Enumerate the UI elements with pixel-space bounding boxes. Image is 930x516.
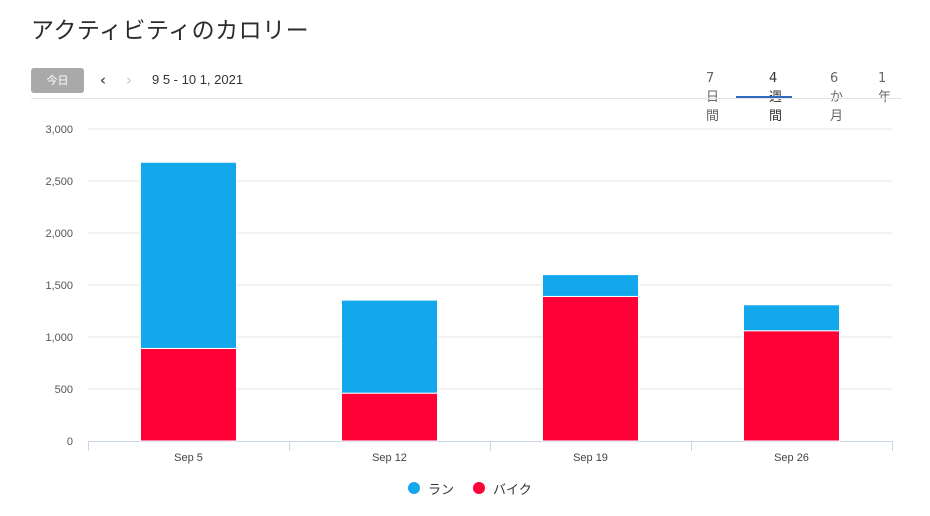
x-tick-label: Sep 5 [174,452,203,464]
bar-segment [743,330,840,442]
bar-segment [140,161,237,349]
legend: ラン バイク [0,478,930,498]
bar-segment [341,299,438,394]
date-range-label: 9 5 - 10 1, 2021 [152,72,244,87]
toolbar-divider [31,98,902,99]
tab-4-weeks[interactable]: 4週間 [769,71,783,124]
x-tick-label: Sep 12 [372,452,407,464]
bar-segment [341,392,438,442]
y-tick-label: 1,000 [45,332,73,344]
y-tick-label: 2,000 [45,228,73,240]
x-tick-label: Sep 19 [573,452,608,464]
y-tick-label: 1,500 [45,280,73,292]
legend-label-bike: バイク [493,483,532,498]
chevron-right-icon[interactable]: › [126,71,132,89]
legend-dot-run [408,482,420,494]
bar-segment [542,295,639,442]
y-tick-label: 2,500 [45,176,73,188]
y-tick-label: 3,000 [45,124,73,136]
active-tab-underline [736,96,792,98]
today-button[interactable]: 今日 [31,68,84,93]
calorie-bar-chart: 0 500 1,000 1,500 2,000 2,500 3,000 Sep 5 Sep 12… [45,124,893,464]
bar-segment [140,347,237,442]
tab-7-days[interactable]: 7日間 [706,71,720,124]
chevron-left-icon[interactable]: ‹ [99,71,107,89]
page-title: アクティビティのカロリー [31,18,310,44]
bar-segment [542,274,639,297]
y-tick-label: 500 [55,384,73,396]
legend-dot-bike [473,482,485,494]
tab-6-months[interactable]: 6か月 [830,71,844,124]
bar-segment [743,304,840,332]
y-tick-label: 0 [67,436,73,448]
tab-1-year[interactable]: 1年 [878,71,892,105]
x-tick-label: Sep 26 [774,452,809,464]
toolbar: 今日 ‹ › 9 5 - 10 1, 2021 7日間 4週間 6か月 1年 [31,68,902,124]
legend-label-run: ラン [428,483,455,498]
